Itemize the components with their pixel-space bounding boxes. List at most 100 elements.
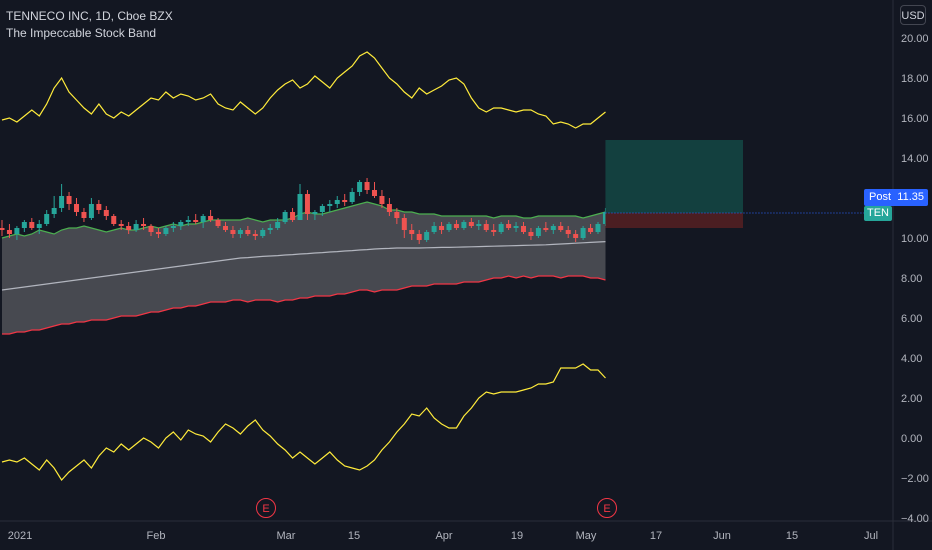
candle-body xyxy=(21,222,27,228)
candle-body xyxy=(267,228,273,230)
candle-body xyxy=(304,194,310,214)
candle-body xyxy=(148,226,154,232)
y-tick-label: −2.00 xyxy=(901,473,929,485)
candle-body xyxy=(521,226,526,232)
x-tick-label: Mar xyxy=(276,530,296,542)
candle-body xyxy=(66,196,72,204)
x-tick-label: Feb xyxy=(146,530,166,542)
candle-body xyxy=(208,216,214,220)
ticker-label: TEN xyxy=(864,206,892,221)
candle-body xyxy=(491,230,497,232)
candle-body xyxy=(357,182,363,192)
y-tick-label: 14.00 xyxy=(901,153,929,165)
candle-body xyxy=(215,220,221,226)
candle-body xyxy=(237,230,243,234)
candle-body xyxy=(342,200,348,202)
candle-body xyxy=(88,204,94,218)
candle-body xyxy=(535,228,541,236)
candle-body xyxy=(453,224,459,228)
candle-body xyxy=(103,210,109,216)
inner-lower-band xyxy=(2,275,606,335)
x-tick-label: 19 xyxy=(510,530,524,542)
candle-body xyxy=(297,194,303,220)
candle-body xyxy=(74,204,79,212)
lower-outer-band xyxy=(1,363,606,481)
candle-body xyxy=(275,222,281,228)
y-tick-label: 8.00 xyxy=(901,273,923,285)
candle-body xyxy=(424,232,430,240)
candle-body xyxy=(483,224,489,230)
candle-body xyxy=(44,214,50,224)
candle-body xyxy=(0,228,5,230)
candle-body xyxy=(133,224,139,230)
candle-body xyxy=(223,226,228,230)
x-tick-label: Apr xyxy=(435,530,453,542)
candle-body xyxy=(468,222,474,226)
candle-body xyxy=(394,212,400,218)
candle-body xyxy=(36,224,42,228)
candle-body xyxy=(550,226,556,230)
candle-body xyxy=(312,212,318,214)
candle-body xyxy=(364,182,370,190)
candle-body xyxy=(178,222,184,226)
candle-body xyxy=(126,226,132,230)
y-tick-label: 18.00 xyxy=(901,73,929,85)
x-tick-label: Jun xyxy=(713,530,731,542)
candle-body xyxy=(409,230,415,234)
candle-body xyxy=(386,204,392,212)
candle-body xyxy=(588,228,594,232)
candle-body xyxy=(290,212,296,220)
chart-legend: TENNECO INC, 1D, Cboe BZX The Impeccable… xyxy=(6,8,173,42)
price-tag-value: 11.35 xyxy=(897,191,924,203)
middle-line xyxy=(1,241,606,291)
candle-body xyxy=(51,208,57,214)
candle-body xyxy=(141,224,147,226)
currency-button[interactable]: USD xyxy=(900,5,926,25)
candle-body xyxy=(543,228,549,230)
earnings-marker[interactable]: E xyxy=(256,498,276,518)
candle-body xyxy=(29,222,35,228)
candle-body xyxy=(96,204,102,210)
x-tick-label: 15 xyxy=(347,530,361,542)
candle-body xyxy=(416,234,422,240)
last-price-label: Post 11.35 xyxy=(864,189,928,206)
candle-body xyxy=(282,212,288,222)
y-tick-label: 4.00 xyxy=(901,353,923,365)
candle-body xyxy=(230,230,236,234)
candle-body xyxy=(498,224,504,232)
indicator-title[interactable]: The Impeccable Stock Band xyxy=(6,26,157,40)
y-tick-label: 10.00 xyxy=(901,233,929,245)
y-tick-label: 16.00 xyxy=(901,113,929,125)
earnings-marker[interactable]: E xyxy=(597,498,617,518)
candle-body xyxy=(476,224,482,226)
candle-body xyxy=(334,200,340,204)
candle-body xyxy=(185,220,191,222)
inner-upper-band xyxy=(1,201,606,239)
candle-body xyxy=(155,232,161,234)
candle-body xyxy=(200,216,206,222)
y-tick-label: −4.00 xyxy=(901,513,929,525)
candle-body xyxy=(439,226,445,230)
candle-body xyxy=(431,226,437,232)
band-fill xyxy=(2,202,606,334)
candle-body xyxy=(260,230,266,236)
symbol-title[interactable]: TENNECO INC, 1D, Cboe BZX xyxy=(6,9,173,23)
candle-body xyxy=(14,228,20,234)
y-tick-label: 0.00 xyxy=(901,433,923,445)
price-tag-session: Post xyxy=(869,191,892,203)
candle-body xyxy=(349,192,355,202)
candle-body xyxy=(461,222,467,228)
candle-body xyxy=(565,230,571,234)
candle-body xyxy=(506,224,512,228)
candle-body xyxy=(245,230,251,234)
candle-body xyxy=(81,212,87,218)
candle-body xyxy=(319,206,325,212)
candle-body xyxy=(6,230,12,234)
x-tick-label: May xyxy=(575,530,597,542)
candle-body xyxy=(111,216,117,224)
candle-body xyxy=(372,190,377,196)
candle-body xyxy=(170,226,176,228)
candle-body xyxy=(401,218,407,230)
candle-body xyxy=(595,224,601,232)
